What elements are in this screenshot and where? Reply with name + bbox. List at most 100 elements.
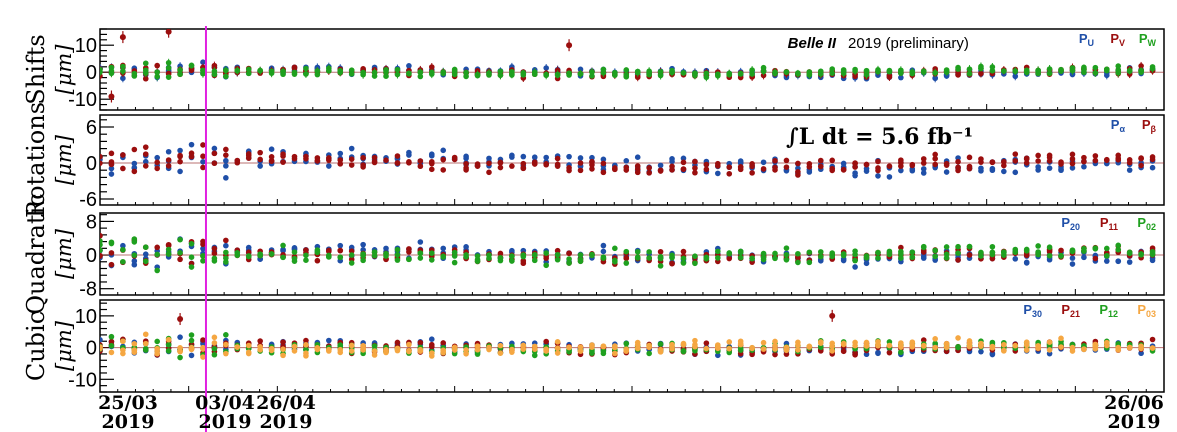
data-point <box>589 342 595 348</box>
data-point <box>1149 345 1156 351</box>
data-point <box>417 250 424 256</box>
data-point <box>131 252 138 258</box>
data-point <box>600 343 607 350</box>
data-point <box>188 153 195 160</box>
data-point <box>955 64 961 71</box>
data-point <box>772 250 778 257</box>
series-P02 <box>100 236 1156 274</box>
data-point <box>989 243 996 250</box>
outlier-point <box>119 34 126 41</box>
data-point <box>177 71 183 78</box>
data-point <box>1012 158 1019 164</box>
data-point <box>680 248 687 255</box>
data-point <box>646 249 652 255</box>
legend-entry: P02 <box>1137 215 1156 232</box>
data-point <box>612 245 618 252</box>
data-point <box>634 154 641 160</box>
data-point <box>726 170 733 177</box>
legend-entry: P11 <box>1100 215 1118 232</box>
data-point <box>1046 70 1053 77</box>
data-point <box>463 347 469 353</box>
series-PW <box>100 58 1156 82</box>
outlier-point <box>108 93 115 100</box>
data-point <box>291 249 298 255</box>
data-point <box>840 341 847 348</box>
data-point <box>520 164 527 171</box>
data-point <box>108 338 115 345</box>
data-point <box>280 247 286 254</box>
data-point <box>223 332 229 338</box>
data-point <box>806 249 813 256</box>
data-point <box>566 344 572 351</box>
data-point <box>726 164 733 170</box>
data-point <box>898 68 904 75</box>
data-point <box>188 63 195 69</box>
data-point <box>932 155 938 162</box>
data-point <box>1012 342 1019 349</box>
data-point <box>772 351 778 358</box>
data-point <box>531 251 538 258</box>
data-point <box>463 350 469 357</box>
data-point <box>955 72 961 78</box>
data-point <box>257 344 263 350</box>
data-point <box>989 351 996 358</box>
data-point <box>371 73 378 79</box>
data-point <box>554 251 561 258</box>
data-point <box>165 246 172 253</box>
data-point <box>417 163 424 170</box>
y-label-name: Shifts <box>22 34 50 104</box>
data-point <box>348 156 355 162</box>
data-point <box>554 256 561 263</box>
data-point <box>131 70 138 77</box>
data-point <box>1138 155 1144 162</box>
data-point <box>817 157 824 164</box>
data-point <box>1103 67 1110 74</box>
y-label-name: Rotations <box>22 102 50 218</box>
scatter-points <box>100 232 1164 274</box>
data-point <box>268 157 275 164</box>
data-point <box>348 71 355 77</box>
data-point <box>142 163 149 169</box>
data-point <box>497 257 504 264</box>
data-point <box>188 141 195 148</box>
data-point <box>314 249 321 256</box>
data-point <box>749 71 755 77</box>
data-point <box>200 153 206 160</box>
data-point <box>646 255 652 261</box>
data-point <box>623 255 630 261</box>
data-point <box>863 260 870 267</box>
data-point <box>1012 256 1019 262</box>
data-point <box>223 152 229 158</box>
data-point <box>554 350 561 356</box>
data-point <box>1058 161 1064 167</box>
data-point <box>428 257 435 263</box>
data-point <box>440 347 447 354</box>
data-point <box>1046 252 1053 259</box>
data-point <box>211 334 218 341</box>
data-point <box>291 348 298 354</box>
data-point <box>909 162 916 169</box>
data-point <box>474 161 481 167</box>
data-point <box>657 263 664 269</box>
data-point <box>326 68 332 74</box>
data-point <box>715 170 721 177</box>
data-point <box>188 352 195 359</box>
data-point <box>1081 346 1087 352</box>
data-point <box>760 64 767 71</box>
data-point <box>337 349 344 356</box>
data-point <box>909 254 916 261</box>
data-point <box>852 264 858 270</box>
data-point <box>795 342 801 349</box>
data-point <box>245 253 252 260</box>
data-point <box>509 154 515 160</box>
data-point <box>120 63 126 70</box>
data-point <box>1069 156 1076 162</box>
y-label-unit: [μm] <box>52 44 76 95</box>
data-point <box>1115 63 1122 69</box>
data-point <box>497 350 504 356</box>
data-point <box>657 349 664 355</box>
data-point <box>1115 258 1122 264</box>
data-point <box>211 340 218 346</box>
outlier-point <box>829 312 836 319</box>
